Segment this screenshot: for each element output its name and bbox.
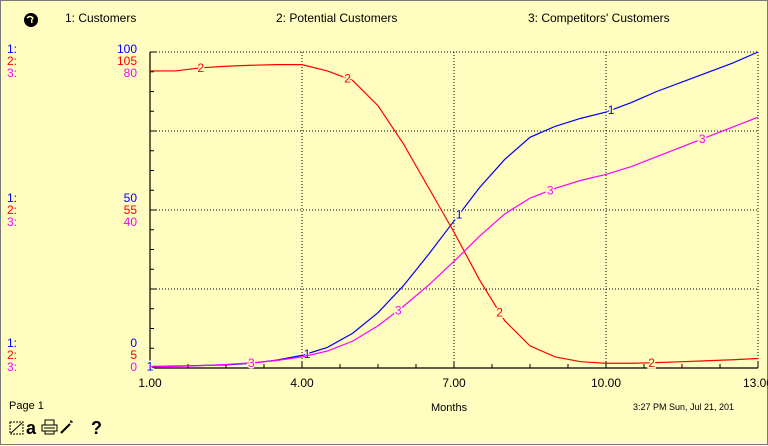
y-tick-label: 55 bbox=[124, 203, 138, 217]
y-tick-label: 40 bbox=[124, 215, 138, 229]
series-marker-1: 1 bbox=[456, 207, 463, 221]
series-marker-1: 1 bbox=[608, 103, 615, 117]
x-tick-label: 1.00 bbox=[138, 376, 162, 390]
y-tick-label: 0 bbox=[130, 360, 137, 374]
wand-cursor-icon[interactable] bbox=[9, 419, 25, 440]
series-marker-1: 1 bbox=[304, 347, 311, 361]
globe-icon-detail bbox=[26, 15, 34, 24]
lock-icon[interactable]: a bbox=[26, 418, 37, 438]
series-marker-3: 3 bbox=[699, 132, 706, 146]
x-tick-label: 4.00 bbox=[290, 376, 314, 390]
x-tick-label: 7.00 bbox=[442, 376, 466, 390]
series-marker-3: 3 bbox=[395, 303, 402, 317]
series-marker-3: 3 bbox=[547, 183, 554, 197]
y-axis-prefix: 1: bbox=[7, 42, 17, 56]
y-tick-label: 0 bbox=[130, 336, 137, 350]
legend-series-3: 3: Competitors' Customers bbox=[528, 11, 670, 25]
series-line-2 bbox=[150, 64, 759, 364]
y-tick-label: 80 bbox=[124, 66, 138, 80]
page-label[interactable]: Page 1 bbox=[9, 400, 44, 412]
y-tick-label: 105 bbox=[117, 54, 137, 68]
y-axis-prefix: 3: bbox=[7, 360, 17, 374]
y-tick-label: 100 bbox=[117, 42, 137, 56]
y-axis-prefix: 1: bbox=[7, 191, 17, 205]
series-marker-2: 2 bbox=[197, 61, 204, 75]
print-icon[interactable] bbox=[41, 419, 59, 440]
legend-series-1: 1: Customers bbox=[65, 11, 137, 25]
x-tick-label: 10.00 bbox=[591, 376, 621, 390]
help-icon[interactable]: ? bbox=[91, 418, 102, 438]
series-marker-2: 2 bbox=[648, 356, 655, 370]
y-axis-prefix: 2: bbox=[7, 348, 17, 362]
series-marker-3: 3 bbox=[248, 356, 255, 370]
series-marker-2: 2 bbox=[496, 305, 503, 319]
legend-series-2: 2: Potential Customers bbox=[276, 11, 398, 25]
y-axis-prefix: 3: bbox=[7, 215, 17, 229]
y-tick-label: 5 bbox=[130, 348, 137, 362]
series-line-3 bbox=[149, 116, 759, 368]
y-axis-prefix: 3: bbox=[7, 66, 17, 80]
y-axis-prefix: 2: bbox=[7, 203, 17, 217]
series-marker-2: 2 bbox=[344, 72, 351, 86]
globe-icon bbox=[24, 13, 38, 27]
timestamp: 3:27 PM Sun, Jul 21, 201 bbox=[633, 402, 735, 412]
y-tick-label: 50 bbox=[124, 191, 138, 205]
x-axis-label: Months bbox=[431, 402, 468, 414]
wand-icon[interactable] bbox=[59, 419, 75, 440]
y-axis-prefix: 2: bbox=[7, 54, 17, 68]
y-axis-prefix: 1: bbox=[7, 336, 17, 350]
x-tick-label: 13.00 bbox=[743, 376, 768, 390]
